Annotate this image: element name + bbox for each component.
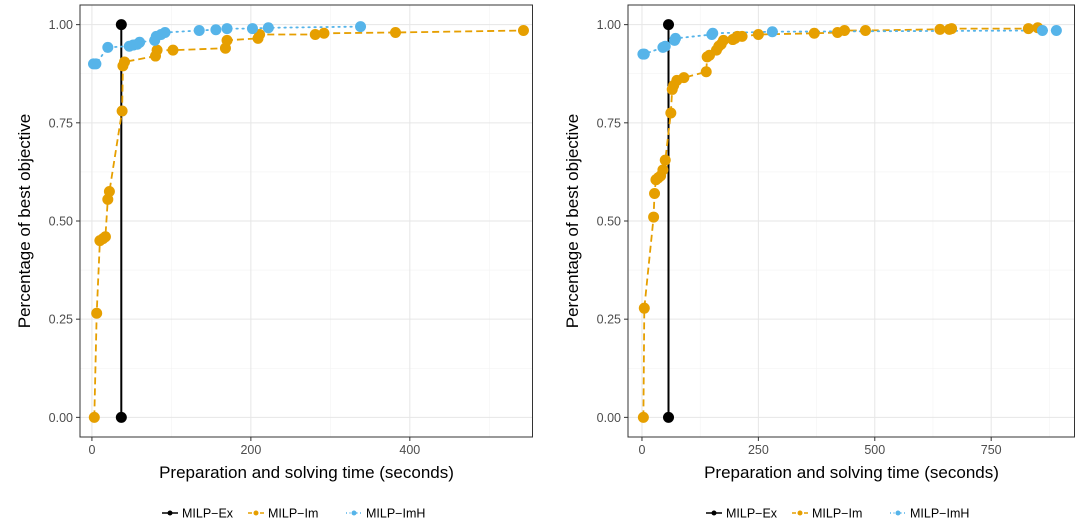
y-tick-label: 0.75 — [49, 116, 73, 130]
data-point — [766, 26, 778, 38]
legend-entry-label: MILP−ImH — [910, 507, 969, 521]
data-point — [91, 307, 103, 319]
data-point — [663, 411, 675, 423]
data-point — [119, 56, 131, 68]
data-point — [309, 28, 321, 40]
legend-key-point — [253, 510, 259, 516]
y-axis-title: Percentage of best objective — [563, 114, 582, 329]
y-tick-label: 0.00 — [597, 411, 621, 425]
y-tick-label: 0.50 — [49, 215, 73, 229]
data-point — [678, 72, 690, 84]
data-point — [99, 231, 111, 243]
data-point — [116, 105, 128, 117]
legend-key-point — [895, 510, 901, 516]
legend-entry-label: MILP−Im — [812, 507, 862, 521]
series-line-milp-imh — [92, 25, 362, 65]
legend-key-point — [167, 510, 173, 516]
data-point — [659, 40, 671, 52]
data-point — [1022, 23, 1034, 35]
data-point — [717, 34, 729, 46]
series-line-milp-im — [642, 26, 1038, 418]
data-point — [657, 164, 669, 176]
data-point — [637, 411, 649, 423]
legend-entry-label: MILP−Im — [268, 507, 318, 521]
data-point — [90, 58, 102, 70]
data-point — [159, 26, 171, 38]
y-tick-label: 0.25 — [49, 313, 73, 327]
x-tick-label: 500 — [864, 443, 885, 457]
data-point — [638, 302, 650, 314]
legend-key-point — [711, 510, 717, 516]
data-point — [700, 66, 712, 78]
legend-key-point — [351, 510, 357, 516]
data-point — [318, 27, 330, 39]
data-point — [859, 25, 871, 37]
x-tick-label: 0 — [638, 443, 645, 457]
y-axis-title: Percentage of best objective — [15, 114, 34, 329]
x-axis-title: Preparation and solving time (seconds) — [704, 463, 999, 482]
legend-key-point — [797, 510, 803, 516]
data-point — [649, 188, 661, 200]
data-point — [390, 26, 402, 38]
data-point — [115, 411, 127, 423]
y-tick-label: 1.00 — [49, 18, 73, 32]
data-point — [221, 23, 233, 35]
y-tick-label: 1.00 — [597, 18, 621, 32]
data-point — [103, 186, 115, 198]
data-point — [210, 24, 222, 36]
data-point — [752, 28, 764, 40]
data-point — [1050, 25, 1062, 37]
data-point — [517, 25, 529, 37]
y-tick-label: 0.25 — [597, 313, 621, 327]
data-point — [669, 32, 681, 44]
data-point — [839, 25, 851, 37]
legend-entry-label: MILP−ImH — [366, 507, 425, 521]
legend: MILP−Ex MILP−Im MILP−ImH — [706, 507, 969, 521]
x-tick-label: 0 — [88, 443, 95, 457]
data-point — [102, 41, 114, 53]
data-point — [262, 22, 274, 34]
chart-panel-2: 0.00 0.25 0.50 0.75 1.00 0 250 500 750 Preparatio… — [563, 4, 1075, 521]
data-point — [1036, 25, 1048, 37]
data-point — [736, 30, 748, 42]
data-point — [946, 23, 958, 35]
series-line-milp-im — [93, 29, 524, 418]
legend-entry-label: MILP−Ex — [182, 507, 234, 521]
x-tick-label: 250 — [748, 443, 769, 457]
x-tick-label: 750 — [981, 443, 1002, 457]
data-point — [167, 44, 179, 56]
data-point — [221, 34, 233, 46]
data-point — [648, 211, 660, 223]
data-point — [88, 411, 100, 423]
legend: MILP−Ex MILP−Im MILP−ImH — [162, 507, 425, 521]
data-point — [659, 154, 671, 166]
data-point — [134, 36, 146, 48]
x-tick-label: 200 — [240, 443, 261, 457]
y-tick-label: 0.00 — [49, 411, 73, 425]
data-point — [707, 27, 719, 39]
y-tick-label: 0.50 — [597, 215, 621, 229]
data-point — [934, 23, 946, 35]
data-point — [115, 19, 127, 31]
data-point — [151, 44, 163, 56]
x-axis-title: Preparation and solving time (seconds) — [159, 463, 454, 482]
data-point — [808, 27, 820, 39]
x-tick-label: 400 — [399, 443, 420, 457]
y-tick-label: 0.75 — [597, 116, 621, 130]
series-line-milp-imh — [642, 29, 1058, 55]
chart-panel-1: 0.00 0.25 0.50 0.75 1.00 0 200 400 Preparation a… — [15, 4, 533, 521]
data-point — [665, 107, 677, 119]
data-point — [355, 21, 367, 33]
data-point — [193, 25, 205, 37]
data-point — [663, 19, 675, 31]
legend-entry-label: MILP−Ex — [726, 507, 778, 521]
data-point — [638, 48, 650, 60]
data-point — [246, 23, 258, 35]
